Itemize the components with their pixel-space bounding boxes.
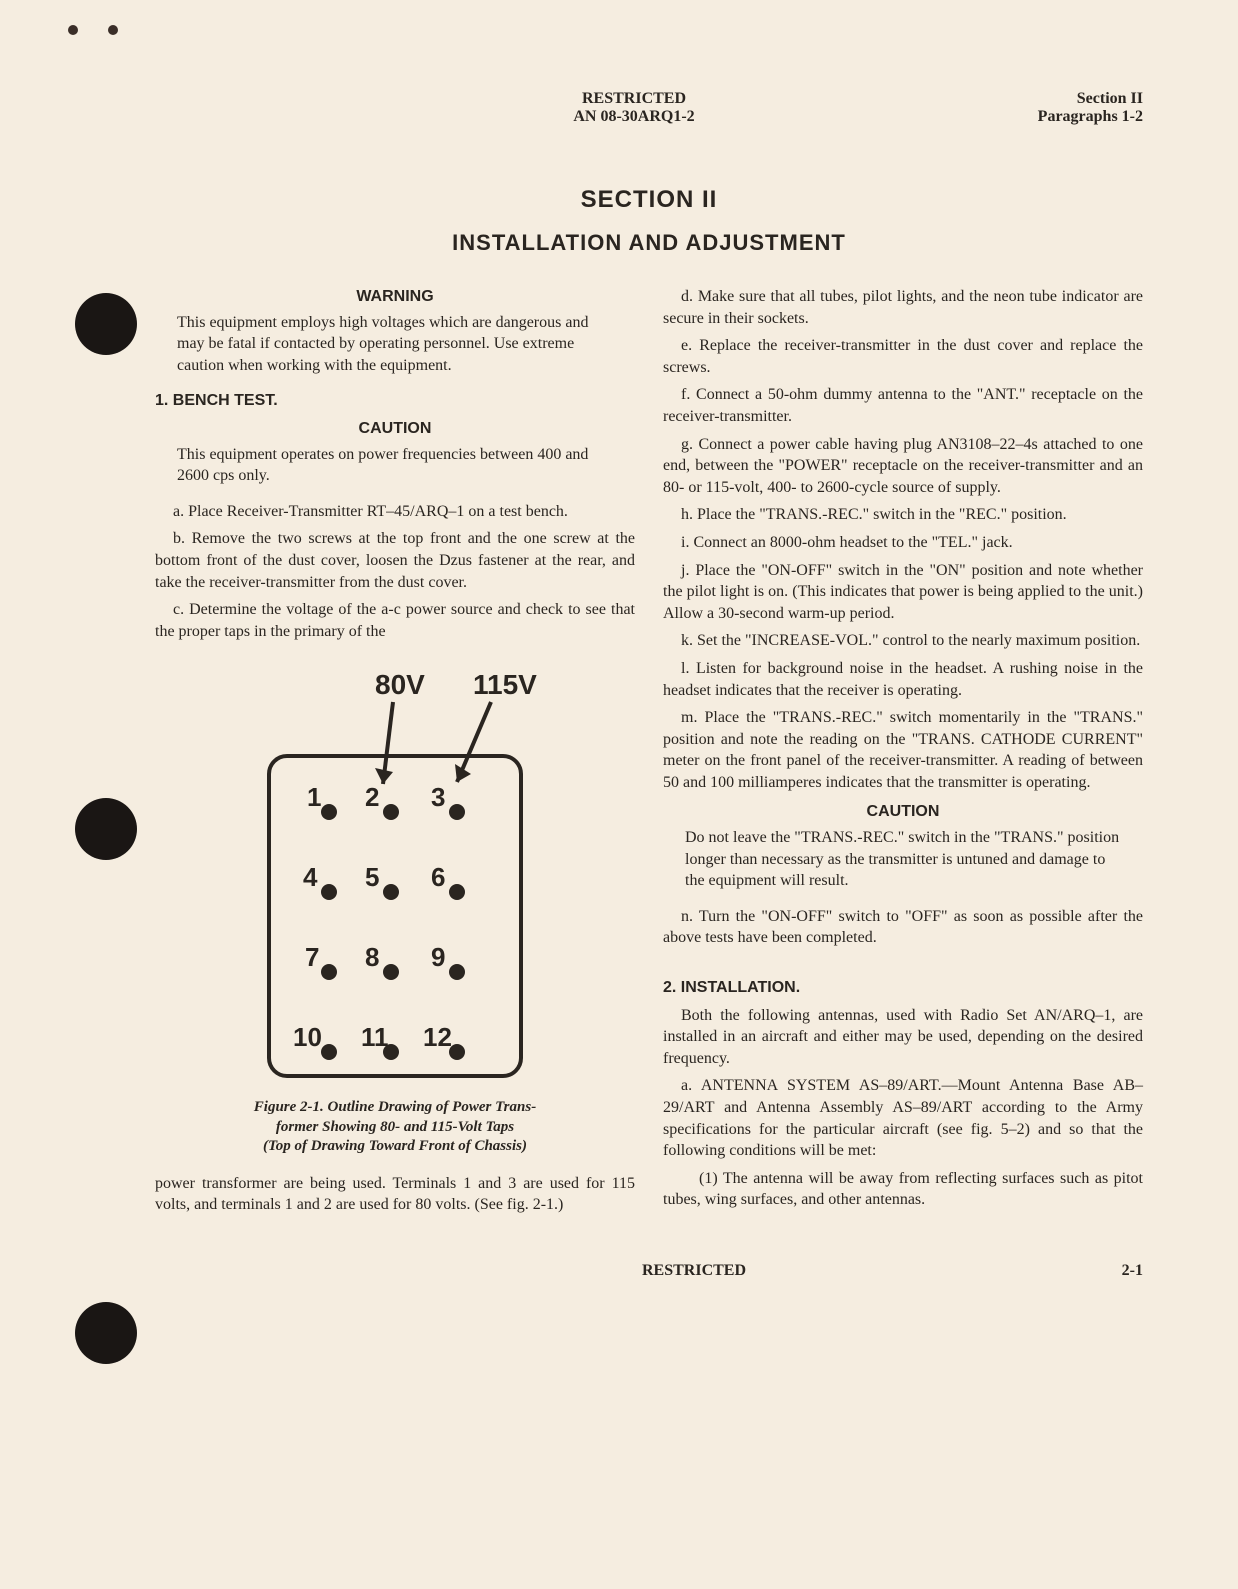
install-a1: (1) The antenna will be away from reflec… [663,1168,1143,1211]
footer-restricted: RESTRICTED [305,1262,1083,1280]
pin-label: 10 [293,1022,322,1052]
para-f: f. Connect a 50-ohm dummy antenna to the… [663,384,1143,427]
pin-label: 4 [303,862,318,892]
pin-label: 7 [305,942,319,972]
warning-body: This equipment employs high voltages whi… [155,312,635,377]
installation-heading: 2. INSTALLATION. [663,977,1143,999]
pin-label: 2 [365,782,379,812]
para-k: k. Set the "INCREASE-VOL." control to th… [663,630,1143,652]
pin-label: 3 [431,782,445,812]
figure-2-1: 80V 115V 1 2 3 4 5 [225,664,565,1157]
para-j: j. Place the "ON-OFF" switch in the "ON"… [663,560,1143,625]
label-115v: 115V [473,669,537,700]
pin-label: 8 [365,942,379,972]
para-l: l. Listen for background noise in the he… [663,658,1143,701]
pin-dot [449,804,465,820]
install-a: a. ANTENNA SYSTEM AS–89/ART.—Mount Anten… [663,1075,1143,1161]
caution-body: This equipment operates on power frequen… [155,444,635,487]
figure-caption: Figure 2-1. Outline Drawing of Power Tra… [225,1098,565,1157]
pin-label: 11 [361,1022,389,1052]
right-column: d. Make sure that all tubes, pilot light… [663,286,1143,1222]
pin-dot [449,964,465,980]
para-a: a. Place Receiver-Transmitter RT–45/ARQ–… [155,501,635,523]
transformer-diagram: 80V 115V 1 2 3 4 5 [225,664,565,1084]
label-80v: 80V [375,669,425,700]
pin-dot [383,964,399,980]
para-g: g. Connect a power cable having plug AN3… [663,434,1143,499]
pin-dot [449,1044,465,1060]
pin-dot [383,884,399,900]
figure-caption-line: (Top of Drawing Toward Front of Chassis) [225,1137,565,1157]
caution-heading: CAUTION [663,801,1143,823]
caution-heading: CAUTION [155,418,635,440]
pin-label: 9 [431,942,445,972]
header-section: Section II [963,90,1143,108]
para-c: c. Determine the voltage of the a-c powe… [155,599,635,642]
header-restricted: RESTRICTED [305,90,963,108]
figure-caption-line: Figure 2-1. Outline Drawing of Power Tra… [225,1098,565,1118]
para-m: m. Place the "TRANS.-REC." switch moment… [663,707,1143,793]
page-header: RESTRICTED AN 08-30ARQ1-2 Section II Par… [155,90,1143,126]
para-e: e. Replace the receiver-transmitter in t… [663,335,1143,378]
pin-dot [321,804,337,820]
caution-body: Do not leave the "TRANS.-REC." switch in… [663,827,1143,892]
bench-test-heading: 1. BENCH TEST. [155,390,635,412]
para-n: n. Turn the "ON-OFF" switch to "OFF" as … [663,906,1143,949]
para-b: b. Remove the two screws at the top fron… [155,528,635,593]
para-i: i. Connect an 8000-ohm headset to the "T… [663,532,1143,554]
section-subtitle: INSTALLATION AND ADJUSTMENT [155,230,1143,256]
pin-label: 6 [431,862,445,892]
para-after-fig: power transformer are being used. Termin… [155,1173,635,1216]
para-h: h. Place the "TRANS.-REC." switch in the… [663,504,1143,526]
two-column-layout: WARNING This equipment employs high volt… [155,286,1143,1222]
pin-dot [321,964,337,980]
pin-label: 12 [423,1022,452,1052]
install-intro: Both the following antennas, used with R… [663,1005,1143,1070]
header-docno: AN 08-30ARQ1-2 [305,108,963,126]
page-footer: RESTRICTED 2-1 [155,1262,1143,1280]
left-column: WARNING This equipment employs high volt… [155,286,635,1222]
pin-label: 5 [365,862,379,892]
page-content: RESTRICTED AN 08-30ARQ1-2 Section II Par… [0,0,1238,1340]
pin-label: 1 [307,782,321,812]
footer-page: 2-1 [1083,1262,1143,1280]
pin-dot [383,1044,399,1060]
pin-dot [449,884,465,900]
pin-dot [321,1044,337,1060]
pin-dot [321,884,337,900]
warning-heading: WARNING [155,286,635,308]
header-paragraphs: Paragraphs 1-2 [963,108,1143,126]
para-d: d. Make sure that all tubes, pilot light… [663,286,1143,329]
section-title: SECTION II [155,186,1143,214]
pin-dot [383,804,399,820]
figure-caption-line: former Showing 80- and 115-Volt Taps [225,1118,565,1138]
